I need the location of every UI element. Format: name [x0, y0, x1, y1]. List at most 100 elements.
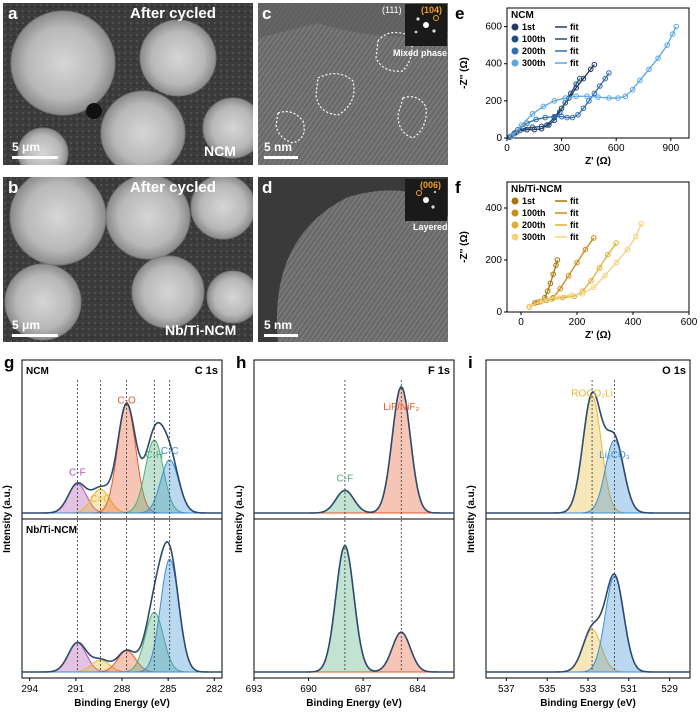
peak-label: ROCO₂Li	[571, 388, 613, 399]
data-point	[573, 81, 579, 87]
data-point	[633, 233, 639, 240]
data-point	[622, 93, 629, 100]
data-point	[629, 86, 636, 93]
y-tick-label: 600	[485, 22, 502, 33]
data-point	[580, 75, 587, 82]
x-tick-label: 900	[662, 143, 679, 154]
data-point	[526, 303, 533, 310]
data-point	[664, 42, 670, 48]
panel-letter-f: f	[455, 178, 461, 197]
peak-ROCO₂Li	[486, 629, 690, 673]
fft-label-006: (006)	[420, 180, 442, 190]
data-point	[606, 70, 612, 76]
eis-chart-nbti: 0 200 400 600 0 200 400 Z' (Ω) -Z'' (Ω) Nb/Ti-NCM…	[459, 181, 697, 341]
panel-b-title: After cycled	[130, 179, 216, 196]
core-level-label: C 1s	[195, 365, 218, 377]
data-point	[540, 103, 547, 110]
peak-label: Li₂CO₃	[599, 450, 630, 461]
peak-C-F	[254, 545, 454, 673]
core-level-label: F 1s	[428, 365, 450, 377]
y-tick-label: 400	[485, 203, 502, 214]
data-point	[538, 123, 545, 130]
legend-marker	[511, 35, 519, 43]
fft-caption-nbti: Layered	[413, 222, 448, 232]
x-tick-label: 533	[580, 684, 597, 695]
y-tick-label: 0	[496, 307, 502, 318]
data-point	[560, 294, 566, 301]
x-tick-label: 690	[300, 684, 317, 695]
panel-b-scale-bar	[12, 334, 58, 337]
x-tick-label: 0	[504, 143, 510, 154]
legend-fit-label: fit	[570, 220, 579, 230]
data-point	[646, 66, 652, 73]
sem-ncm-svg	[3, 3, 264, 179]
peak-label: C-F	[69, 467, 86, 478]
envelope-fit	[254, 545, 454, 673]
data-point	[624, 246, 631, 253]
legend-label: 1st	[522, 22, 535, 32]
data-point	[554, 294, 561, 300]
data-point	[588, 278, 594, 284]
x-tick-label: 400	[625, 317, 642, 328]
panel-letter-c: c	[262, 4, 272, 23]
data-point	[571, 293, 577, 300]
data-point	[569, 114, 576, 121]
xps-chart-c1s: 294 291 288 285 282 Binding Energy (eV) Intens…	[2, 359, 223, 709]
data-point	[568, 292, 575, 298]
legend-marker	[511, 209, 519, 217]
legend-marker	[511, 23, 519, 31]
x-tick-label: 684	[409, 684, 426, 695]
sem-image-ncm	[3, 3, 264, 179]
data-point	[558, 113, 565, 120]
chart-title: NCM	[511, 10, 534, 21]
data-point	[562, 95, 569, 101]
data-point	[518, 122, 525, 128]
envelope-fit	[486, 573, 690, 673]
data-point	[557, 285, 563, 292]
data-point	[605, 252, 611, 258]
envelope-fit	[22, 540, 222, 673]
data-point	[586, 98, 592, 104]
x-tick-label: 291	[68, 684, 85, 695]
x-tick-label: 537	[498, 684, 515, 695]
data-point	[669, 31, 676, 37]
x-tick-label: 300	[553, 143, 570, 154]
data-point	[546, 122, 552, 128]
legend-marker	[511, 221, 519, 229]
plot-frame	[506, 7, 690, 139]
legend-label: 100th	[522, 208, 546, 218]
x-axis-label: Binding Energy (eV)	[74, 698, 170, 709]
data-point	[602, 75, 609, 82]
envelope-fit	[254, 385, 454, 514]
data-point	[565, 272, 572, 279]
data-point	[673, 23, 680, 30]
data-point	[602, 272, 608, 279]
data-point	[550, 271, 556, 278]
data-point	[606, 95, 612, 101]
legend-label: 1st	[522, 196, 535, 206]
legend-fit-label: fit	[570, 22, 579, 32]
envelope-fit	[486, 390, 690, 514]
data-point	[551, 113, 558, 120]
legend-fit-label: fit	[570, 58, 579, 68]
x-tick-label: 285	[160, 684, 177, 695]
legend-label: 100th	[522, 34, 546, 44]
legend-marker	[511, 47, 519, 55]
y-axis-label: -Z'' (Ω)	[459, 231, 470, 263]
x-tick-label: 282	[206, 684, 223, 695]
data-point	[529, 124, 536, 131]
legend-marker	[511, 233, 519, 241]
panel-c-scale-bar	[264, 156, 298, 159]
fft-label-104: (104)	[421, 5, 443, 15]
x-tick-label: 294	[21, 684, 38, 695]
data-point	[591, 284, 597, 291]
data-point	[547, 280, 554, 287]
x-tick-label: 687	[355, 684, 372, 695]
legend-label: 200th	[522, 46, 546, 56]
data-point	[509, 133, 516, 139]
fft-caption-ncm: Mixed phase	[393, 48, 448, 58]
data-point	[597, 83, 603, 89]
x-tick-label: 531	[620, 684, 637, 695]
chart-title: Nb/Ti-NCM	[511, 184, 562, 195]
data-point	[567, 90, 574, 97]
